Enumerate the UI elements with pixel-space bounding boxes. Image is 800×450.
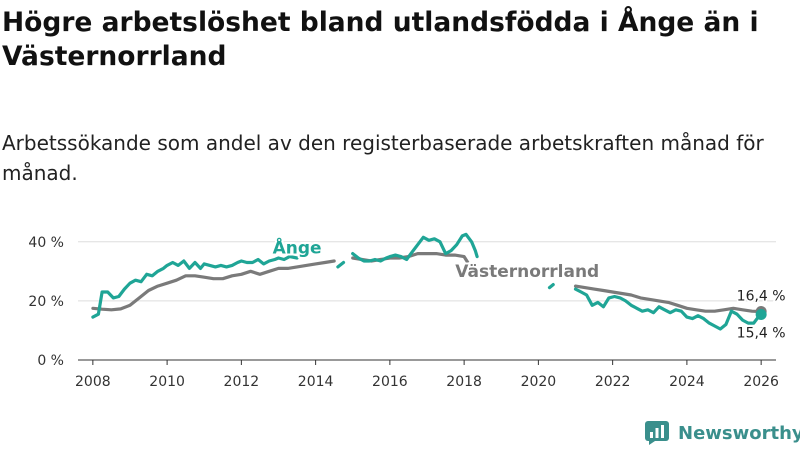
y-tick-label: 0 % <box>37 353 64 369</box>
x-tick-label: 2022 <box>595 374 631 390</box>
series-lines <box>91 232 767 331</box>
y-tick-label: 40 % <box>28 235 64 251</box>
x-tick-label: 2020 <box>521 374 557 390</box>
x-axis: 2008 2010 2012 2014 2016 2018 2020 2022 2024 2026 <box>75 359 779 390</box>
x-tick-label: 2010 <box>149 374 185 390</box>
ange-end-value-label: 15,4 % <box>737 325 786 341</box>
newsworthy-logo: Newsworthy <box>645 420 800 446</box>
ange-line <box>91 255 299 319</box>
newsworthy-icon <box>645 421 669 445</box>
y-tick-label: 20 % <box>28 294 64 310</box>
vasternorrland-end-value-label: 16,4 % <box>737 289 786 305</box>
vasternorrland-series-label: Västernorrland <box>455 262 599 282</box>
vasternorrland-line <box>573 284 763 314</box>
gridlines <box>78 241 776 302</box>
ange-line <box>336 260 346 269</box>
brand-name: Newsworthy <box>678 422 800 444</box>
series-labels: Ånge Västernorrland 16,4 % 15,4 % <box>271 234 788 343</box>
chart-title: Högre arbetslöshet bland utlandsfödda i … <box>2 7 759 72</box>
ange-line <box>573 287 763 331</box>
x-tick-label: 2026 <box>743 374 779 390</box>
x-tick-label: 2018 <box>446 374 482 390</box>
ange-line <box>351 232 479 263</box>
x-tick-label: 2012 <box>224 374 260 390</box>
x-tick-label: 2008 <box>75 374 111 390</box>
ange-line <box>547 283 555 290</box>
x-tick-label: 2024 <box>669 374 705 390</box>
line-chart: 0 % 20 % 40 % 2008 2010 2012 2014 2016 2018 2020… <box>28 232 788 390</box>
x-tick-label: 2016 <box>372 374 408 390</box>
ange-end-point <box>755 308 767 320</box>
y-axis-ticks: 0 % 20 % 40 % <box>28 235 64 369</box>
vasternorrland-line <box>91 259 336 312</box>
x-tick-label: 2014 <box>298 374 334 390</box>
chart-subtitle: Arbetssökande som andel av den registerb… <box>2 131 764 185</box>
ange-series-label: Ånge <box>273 236 322 259</box>
